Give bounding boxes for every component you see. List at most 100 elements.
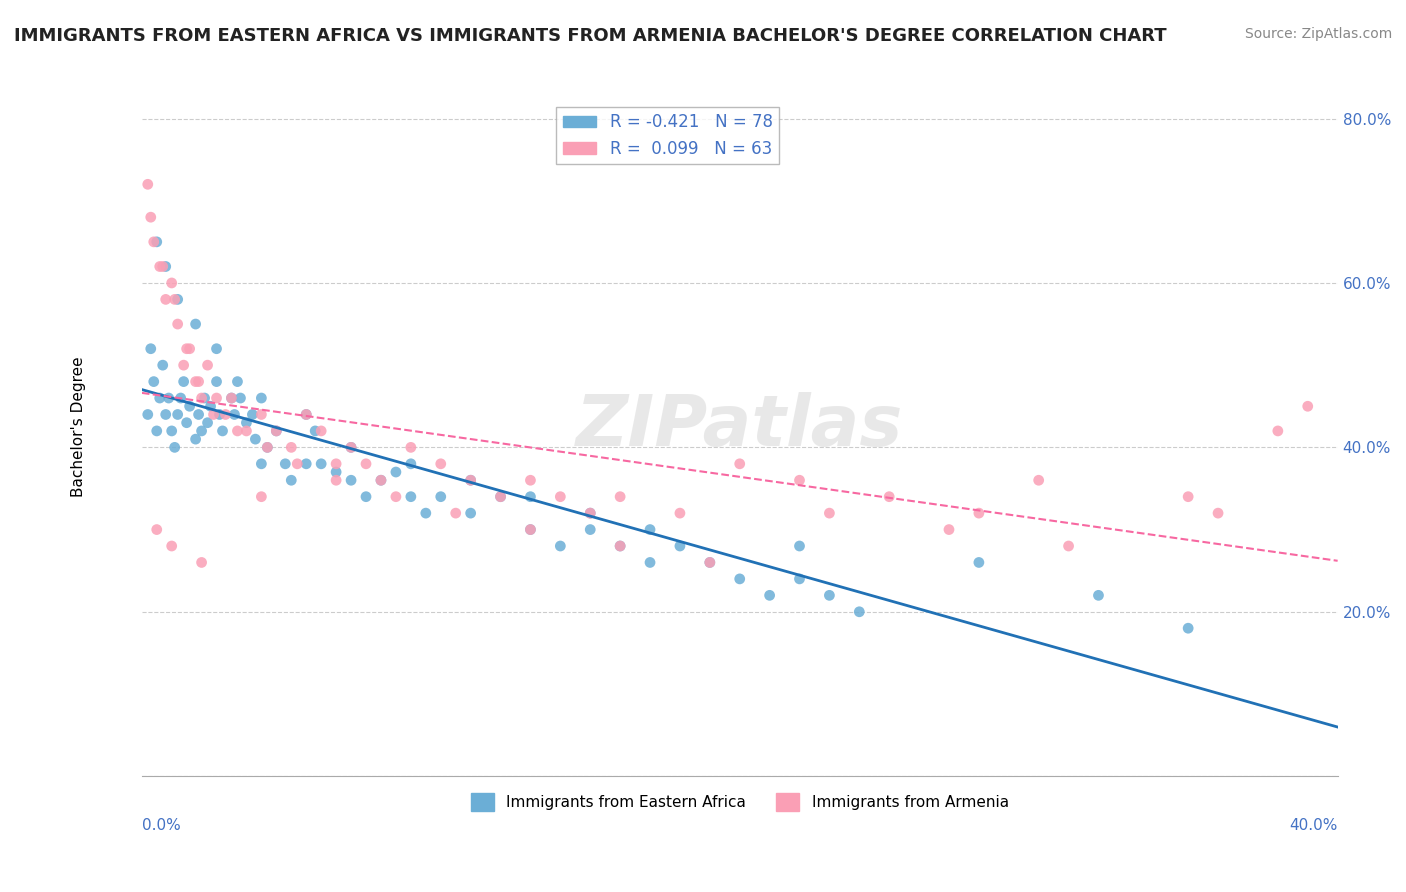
Point: [250, 490, 273, 504]
Point: [169, 391, 191, 405]
Point: [285, 457, 308, 471]
Point: [242, 408, 264, 422]
Point: [519, 523, 541, 537]
Point: [1177, 621, 1199, 635]
Point: [728, 572, 751, 586]
Point: [179, 342, 201, 356]
Point: [609, 539, 631, 553]
Point: [176, 342, 198, 356]
Point: [214, 408, 236, 422]
Point: [399, 490, 422, 504]
Point: [256, 441, 278, 455]
Point: [489, 490, 512, 504]
Point: [818, 506, 841, 520]
Text: IMMIGRANTS FROM EASTERN AFRICA VS IMMIGRANTS FROM ARMENIA BACHELOR'S DEGREE CORR: IMMIGRANTS FROM EASTERN AFRICA VS IMMIGR…: [14, 27, 1167, 45]
Point: [142, 375, 165, 389]
Point: [136, 408, 159, 422]
Point: [266, 424, 288, 438]
Point: [519, 490, 541, 504]
Point: [163, 441, 186, 455]
Point: [145, 235, 167, 249]
Point: [385, 490, 408, 504]
Point: [789, 539, 811, 553]
Point: [280, 473, 302, 487]
Point: [136, 178, 159, 192]
Point: [638, 556, 661, 570]
Point: [266, 424, 288, 438]
Point: [224, 408, 246, 422]
Legend: Immigrants from Eastern Africa, Immigrants from Armenia: Immigrants from Eastern Africa, Immigran…: [465, 787, 1015, 817]
Point: [160, 276, 183, 290]
Point: [460, 473, 482, 487]
Point: [226, 375, 249, 389]
Point: [160, 539, 183, 553]
Point: [550, 539, 572, 553]
Point: [245, 432, 267, 446]
Point: [340, 441, 363, 455]
Point: [877, 490, 900, 504]
Text: 0.0%: 0.0%: [142, 818, 180, 833]
Point: [340, 473, 363, 487]
Point: [399, 457, 422, 471]
Point: [145, 424, 167, 438]
Point: [149, 260, 172, 274]
Point: [967, 556, 990, 570]
Point: [235, 416, 257, 430]
Point: [728, 457, 751, 471]
Point: [184, 317, 207, 331]
Text: Source: ZipAtlas.com: Source: ZipAtlas.com: [1244, 27, 1392, 41]
Point: [460, 473, 482, 487]
Point: [309, 457, 332, 471]
Point: [325, 465, 347, 479]
Point: [179, 399, 201, 413]
Point: [550, 490, 572, 504]
Point: [848, 605, 870, 619]
Point: [205, 342, 228, 356]
Point: [295, 408, 318, 422]
Point: [139, 342, 162, 356]
Point: [166, 317, 188, 331]
Point: [1296, 399, 1319, 413]
Point: [519, 523, 541, 537]
Point: [190, 391, 212, 405]
Point: [325, 473, 347, 487]
Point: [1057, 539, 1080, 553]
Point: [669, 506, 692, 520]
Point: [429, 490, 451, 504]
Point: [789, 572, 811, 586]
Point: [194, 391, 217, 405]
Point: [309, 424, 332, 438]
Point: [280, 441, 302, 455]
Point: [1087, 588, 1109, 602]
Point: [163, 293, 186, 307]
Point: [295, 457, 318, 471]
Point: [579, 523, 602, 537]
Point: [184, 375, 207, 389]
Point: [190, 424, 212, 438]
Point: [579, 506, 602, 520]
Point: [211, 424, 233, 438]
Point: [1177, 490, 1199, 504]
Point: [145, 523, 167, 537]
Point: [157, 391, 180, 405]
Point: [340, 441, 363, 455]
Point: [938, 523, 960, 537]
Text: ZIPatlas: ZIPatlas: [576, 392, 904, 461]
Point: [160, 424, 183, 438]
Point: [221, 391, 243, 405]
Point: [226, 424, 249, 438]
Point: [1028, 473, 1050, 487]
Y-axis label: Bachelor's Degree: Bachelor's Degree: [72, 357, 86, 497]
Point: [250, 408, 273, 422]
Point: [176, 416, 198, 430]
Point: [166, 408, 188, 422]
Point: [1206, 506, 1229, 520]
Point: [235, 424, 257, 438]
Point: [197, 358, 219, 372]
Point: [205, 391, 228, 405]
Point: [187, 408, 209, 422]
Point: [967, 506, 990, 520]
Point: [444, 506, 467, 520]
Point: [354, 490, 377, 504]
Point: [142, 235, 165, 249]
